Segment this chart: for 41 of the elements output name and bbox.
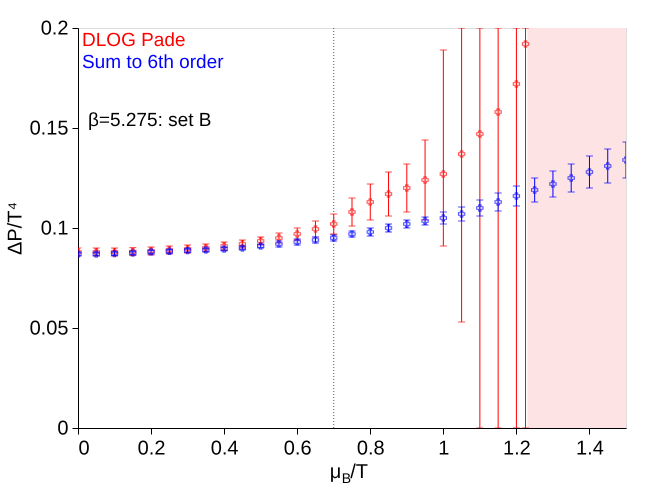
point: [458, 150, 466, 158]
x-tick-label: 0.4: [210, 438, 239, 460]
point: [476, 130, 484, 138]
x-tick-label: 0.6: [284, 438, 312, 460]
text: DLOG Pade: [82, 30, 186, 51]
point: [494, 198, 502, 206]
y-tick-label: 0.15: [30, 118, 68, 140]
point: [586, 168, 594, 176]
x-tick-label: 1.4: [576, 438, 604, 460]
point: [366, 198, 374, 206]
point: [522, 40, 530, 48]
point: [403, 184, 410, 192]
y-axis-title: ΔP/T⁴: [4, 202, 27, 256]
annotation: β=5.275: set B: [88, 110, 212, 131]
x-tick-label: 0.2: [138, 438, 166, 460]
point: [549, 180, 557, 188]
point: [531, 186, 538, 194]
point: [494, 108, 502, 116]
point: [512, 80, 520, 88]
y-tick-label: 0.1: [40, 218, 68, 240]
point: [348, 208, 356, 216]
point: [568, 174, 575, 182]
point: [312, 225, 320, 233]
point: [458, 210, 466, 218]
y-tick-label: 0.2: [40, 18, 68, 40]
point: [440, 214, 447, 222]
text: Sum to 6th order: [82, 52, 224, 73]
point: [512, 192, 520, 200]
point: [330, 220, 338, 228]
point: [294, 230, 301, 238]
point: [604, 162, 612, 170]
x-tick-label: 1.2: [502, 438, 531, 460]
y-tick-label: 0: [57, 418, 68, 440]
point: [476, 204, 484, 212]
point: [440, 170, 447, 178]
point: [421, 176, 429, 184]
x-tick-label: 0.8: [356, 438, 385, 460]
y-tick-label: 0.05: [30, 318, 68, 340]
x-tick-label: 0: [78, 438, 90, 460]
x-tick-label: 1: [438, 438, 450, 460]
point: [384, 190, 392, 198]
